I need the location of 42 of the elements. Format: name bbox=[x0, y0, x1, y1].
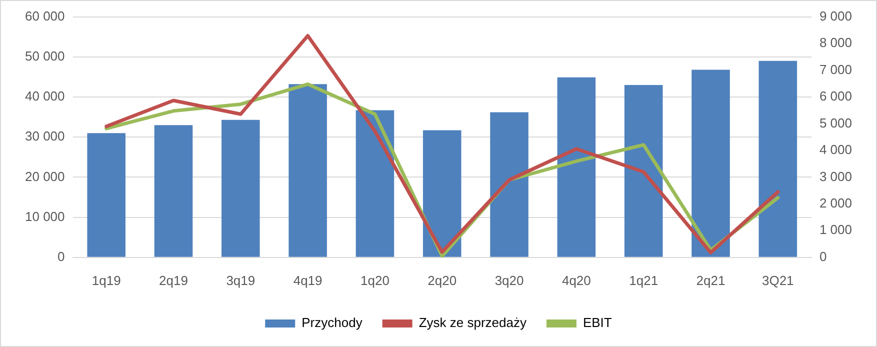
legend-label: Zysk ze sprzedaży bbox=[418, 315, 527, 330]
y2-tick-label: 0 bbox=[819, 248, 827, 264]
y2-tick-label: 3 000 bbox=[819, 168, 852, 184]
x-tick-label: 3q19 bbox=[226, 272, 256, 288]
x-tick-label: 3Q21 bbox=[762, 272, 794, 288]
y2-tick-label: 4 000 bbox=[819, 142, 852, 158]
bar bbox=[758, 60, 798, 257]
bar bbox=[356, 110, 394, 257]
x-tick-label: 4q19 bbox=[293, 272, 322, 288]
bar bbox=[557, 77, 596, 257]
bar bbox=[692, 70, 730, 257]
y-tick-label: 30 000 bbox=[24, 128, 65, 144]
y2-tick-label: 7 000 bbox=[819, 62, 852, 77]
y2-tick-label: 5 000 bbox=[819, 115, 852, 130]
y-tick-label: 60 000 bbox=[24, 8, 65, 24]
x-tick-label: 1q20 bbox=[360, 272, 390, 288]
y2-tick-label: 1 000 bbox=[819, 222, 852, 238]
bar bbox=[288, 84, 327, 257]
bar bbox=[624, 84, 663, 257]
legend-label: EBIT bbox=[582, 315, 612, 330]
x-tick-label: 1q19 bbox=[92, 272, 121, 288]
bar bbox=[222, 120, 260, 257]
bar bbox=[490, 112, 528, 257]
x-tick-label: 4q20 bbox=[562, 272, 591, 288]
y-tick-label: 10 000 bbox=[24, 208, 65, 224]
y2-tick-label: 9 000 bbox=[819, 8, 852, 24]
y-tick-label: 40 000 bbox=[24, 88, 65, 104]
y2-tick-label: 2 000 bbox=[819, 196, 852, 211]
y-tick-label: 50 000 bbox=[24, 48, 65, 64]
x-tick-label: 2q19 bbox=[159, 272, 188, 288]
x-tick-label: 2q21 bbox=[696, 272, 726, 288]
x-tick-label: 3q20 bbox=[494, 272, 524, 288]
y-tick-label: 20 000 bbox=[24, 168, 65, 184]
y2-tick-label: 6 000 bbox=[819, 88, 852, 104]
x-tick-label: 2q20 bbox=[428, 272, 457, 288]
bar bbox=[422, 130, 462, 257]
y2-tick-label: 8 000 bbox=[819, 35, 852, 50]
y-tick-label: 0 bbox=[58, 248, 65, 264]
x-tick-label: 1q21 bbox=[629, 272, 658, 288]
legend-label: Przychody bbox=[302, 315, 363, 330]
bar bbox=[87, 133, 126, 257]
bar bbox=[154, 125, 193, 257]
